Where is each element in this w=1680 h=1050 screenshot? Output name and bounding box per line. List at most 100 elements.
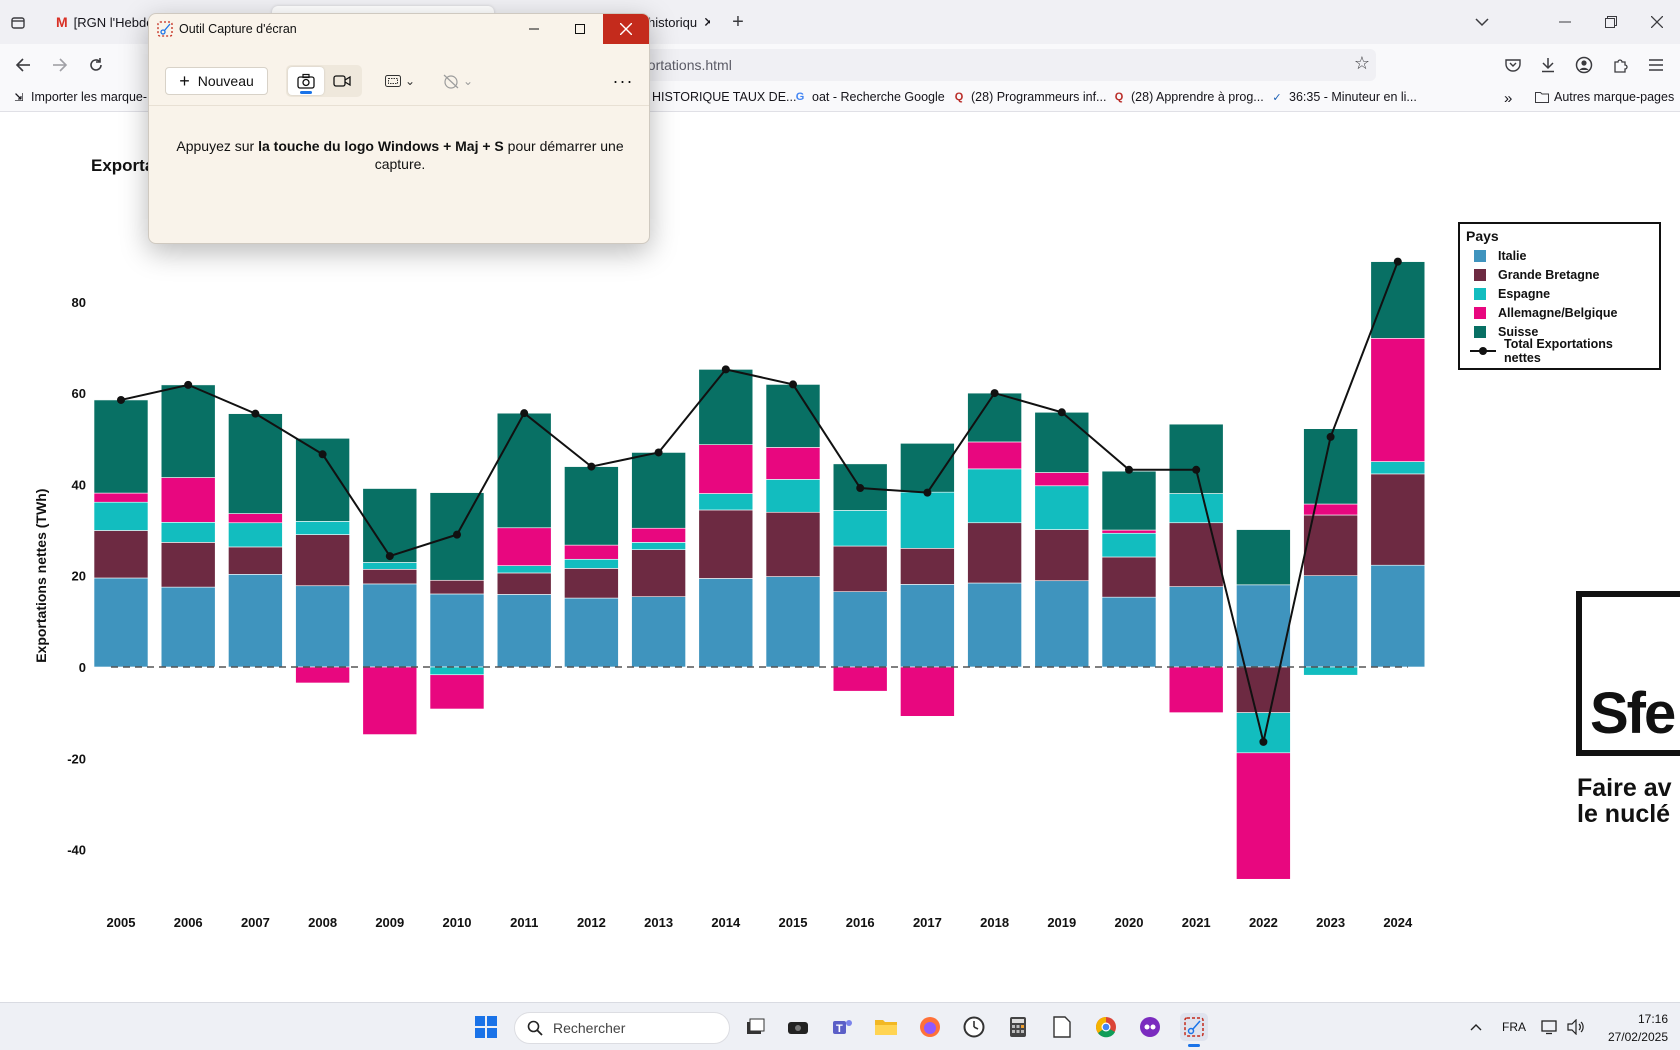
notepad-icon[interactable] (1048, 1013, 1076, 1041)
bookmark-minuteur[interactable]: ✓ 36:35 - Minuteur en li... (1270, 90, 1416, 104)
screenshot-mode-button[interactable] (288, 67, 324, 95)
clock-date[interactable]: 27/02/2025 (1607, 1030, 1668, 1044)
legend-item-grande-bretagne[interactable]: Grande Bretagne (1466, 265, 1653, 284)
snipping-tool-taskbar-icon[interactable] (1180, 1013, 1208, 1047)
legend-label: Total Exportations nettes (1503, 336, 1613, 365)
task-view-icon[interactable] (741, 1013, 769, 1041)
plus-icon: + (179, 71, 190, 91)
bar-segment-grande-bretagne-2012 (564, 568, 619, 599)
bar-segment-espagne-2018 (967, 468, 1022, 524)
bar-segment-espagne-2023 (1303, 666, 1358, 676)
more-options-button[interactable]: ··· (612, 70, 634, 91)
page-content: Exporta Exportations nettes (TWh) -40 -20 0… (0, 112, 1680, 1002)
minimize-icon[interactable] (1550, 10, 1580, 34)
download-icon[interactable] (1535, 52, 1561, 78)
bookmark-programmeurs[interactable]: Q (28) Programmeurs inf... (952, 90, 1107, 104)
bar-segment-suisse-2009 (362, 488, 418, 563)
bookmark-import[interactable]: ⇲ Importer les marque-... (12, 90, 157, 104)
chevron-down-icon: ⌄ (404, 74, 416, 88)
video-mode-button[interactable] (324, 67, 360, 95)
close-icon[interactable]: ✕ (703, 13, 710, 30)
bar-segment-grande-bretagne-2013 (631, 549, 686, 597)
tab-rgn-hebdo[interactable]: M [RGN l'Hebdo (48, 6, 148, 38)
total-point-2016 (856, 484, 865, 493)
total-point-2015 (789, 380, 797, 389)
minimize-icon[interactable] (514, 14, 554, 44)
legend-item-allemagne-belgique[interactable]: Allemagne/Belgique (1466, 303, 1653, 322)
legend-item-espagne[interactable]: Espagne (1466, 284, 1653, 303)
clock-time[interactable]: 17:16 (1637, 1012, 1668, 1026)
new-tab-icon[interactable]: + (732, 10, 744, 33)
taskbar-search[interactable]: Rechercher (514, 1012, 730, 1044)
bar-segment-espagne-2013 (631, 542, 686, 550)
rectangle-snip-icon (384, 75, 401, 87)
snip-instructions: Appuyez sur la touche du logo Windows + … (169, 137, 631, 173)
restore-icon[interactable] (1596, 10, 1626, 34)
bar-segment-allemagne-belgique-2008 (295, 666, 350, 684)
total-point-2021 (1192, 465, 1201, 474)
widgets-app-icon[interactable] (784, 1013, 812, 1041)
forward-icon[interactable] (47, 52, 73, 78)
legend-label: Italie (1498, 248, 1527, 263)
bar-segment-grande-bretagne-2011 (496, 572, 552, 595)
bookmark-historique-taux[interactable]: HISTORIQUE TAUX DE... (652, 90, 796, 104)
total-point-2024 (1393, 257, 1402, 266)
delay-dropdown[interactable]: ⌄ (438, 68, 478, 94)
file-explorer-icon[interactable] (872, 1013, 900, 1041)
close-window-icon[interactable] (1642, 10, 1672, 34)
timer-off-icon (443, 74, 459, 89)
calculator-icon[interactable] (1004, 1013, 1032, 1041)
x-tick-label: 2017 (913, 915, 942, 930)
clock-app-icon[interactable] (960, 1013, 988, 1041)
snip-shape-dropdown[interactable]: ⌄ (380, 68, 420, 94)
bar-segment-allemagne-belgique-2023 (1303, 503, 1358, 516)
teams-icon[interactable]: T (828, 1013, 856, 1041)
snipping-tool-titlebar[interactable]: Outil Capture d'écran (149, 14, 649, 44)
network-icon[interactable] (1536, 1013, 1564, 1041)
x-tick-label: 2015 (779, 915, 808, 930)
chevron-down-icon[interactable] (1470, 10, 1494, 34)
menu-icon[interactable] (1643, 52, 1669, 78)
windows-start-icon[interactable] (472, 1013, 500, 1041)
gmail-icon: M (56, 14, 68, 30)
pocket-icon[interactable] (1500, 52, 1526, 78)
chrome-icon[interactable] (1092, 1013, 1120, 1041)
bookmark-google-oat[interactable]: G oat - Recherche Google (793, 90, 945, 104)
bar-segment-grande-bretagne-2010 (429, 579, 485, 595)
bar-segment-grande-bretagne-2019 (1034, 529, 1090, 582)
volume-icon[interactable] (1562, 1013, 1590, 1041)
maximize-icon[interactable] (560, 14, 600, 44)
firefox-icon[interactable] (916, 1013, 944, 1041)
bookmark-label: (28) Programmeurs inf... (971, 90, 1107, 104)
x-tick-label: 2011 (510, 915, 538, 930)
input-language[interactable]: FRA (1502, 1020, 1526, 1034)
account-icon[interactable] (1571, 52, 1597, 78)
bar-segment-espagne-2021 (1168, 493, 1224, 524)
x-tick-label: 2021 (1182, 915, 1211, 930)
legend-item-suisse[interactable]: Suisse (1466, 322, 1653, 341)
tab-historique[interactable]: historiqu ✕ (640, 6, 710, 38)
scissors-icon (157, 21, 173, 42)
bar-segment-allemagne-belgique-2018 (967, 441, 1022, 470)
active-indicator (300, 91, 312, 94)
bookmark-other-folder[interactable]: Autres marque-pages (1535, 90, 1674, 104)
legend-item-italie[interactable]: Italie (1466, 246, 1653, 265)
bookmark-apprendre[interactable]: Q (28) Apprendre à prog... (1112, 90, 1264, 104)
bar-segment-suisse-2006 (160, 384, 216, 478)
messenger-app-icon[interactable] (1136, 1013, 1164, 1041)
google-icon: G (795, 91, 805, 103)
chevron-up-icon[interactable] (1462, 1013, 1490, 1041)
legend-item-total[interactable]: Total Exportations nettes (1466, 337, 1653, 365)
back-icon[interactable] (10, 52, 36, 78)
y-tick-label: -40 (67, 843, 86, 858)
close-icon[interactable] (603, 14, 649, 44)
new-capture-button[interactable]: + Nouveau (165, 67, 268, 95)
tab-list-icon[interactable] (6, 10, 30, 34)
extensions-icon[interactable] (1607, 52, 1633, 78)
more-bookmarks-icon[interactable]: » (1504, 90, 1513, 107)
bar-segment-allemagne-belgique-2009 (362, 666, 418, 735)
bar-segment-italie-2023 (1303, 575, 1358, 668)
bookmark-star-icon[interactable]: ☆ (1353, 53, 1370, 73)
reload-icon[interactable] (83, 52, 109, 78)
y-tick-label: -20 (67, 751, 86, 766)
